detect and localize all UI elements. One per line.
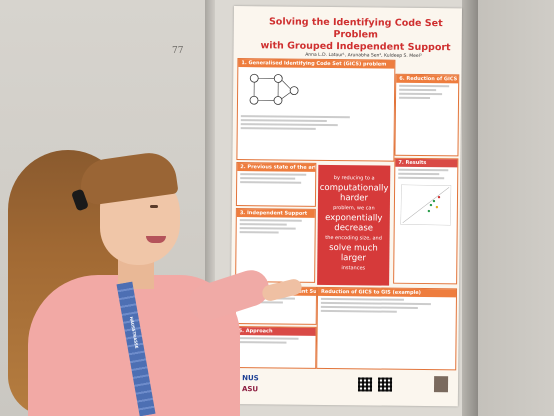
right-wall (478, 0, 554, 416)
message-line4: exponentially decrease (325, 212, 383, 234)
section-previous: 2. Previous state of the art (235, 162, 317, 207)
qr-code-1 (357, 377, 373, 392)
board-right-edge (462, 0, 478, 416)
poster-title-line1: Solving the Identifying Code Set Problem (268, 16, 443, 41)
section-example: Reduction of GICS to GIS (example) (316, 286, 458, 371)
message-line7: instances (341, 265, 366, 272)
poster-title-line2: with Grouped Independent Support (260, 40, 451, 54)
section-results: 7. Results (393, 157, 459, 285)
nus-logo: NUS (242, 374, 259, 383)
presenter-eye (150, 205, 158, 208)
poster-title: Solving the Identifying Code Set Problem… (256, 16, 456, 54)
section-previous-heading: 2. Previous state of the art (237, 163, 316, 172)
wall-scribble: 77 (172, 46, 184, 56)
message-line3: problem, we can (333, 205, 375, 212)
section-approach: 5. Approach (234, 326, 317, 369)
section-gics-heading: 1. Generalised Identifying Code Set (GIC… (238, 59, 395, 69)
research-poster: Solving the Identifying Code Set Problem… (229, 6, 462, 407)
asu-logo: ASU (241, 385, 259, 394)
section-reduction-heading: 6. Reduction of GICS to GIS (396, 74, 459, 84)
graph-diagram (249, 73, 299, 105)
message-line2: computationally harder (319, 182, 389, 204)
logo-row: NUS ASU (238, 374, 450, 398)
author-photo (433, 376, 449, 393)
section-gics: 1. Generalised Identifying Code Set (GIC… (236, 58, 396, 162)
section-reduction: 6. Reduction of GICS to GIS (394, 73, 460, 157)
results-plot (400, 184, 452, 226)
message-line5: the encoding size, and (325, 234, 382, 242)
key-message-box: by reducing to a computationally harder … (317, 164, 391, 286)
section-approach-heading: 5. Approach (235, 327, 316, 336)
message-line6: solve much larger (329, 243, 378, 264)
section-independent-support-heading: 3. Independent Support (236, 209, 315, 218)
presenter-smile (146, 236, 166, 243)
qr-code-2 (377, 377, 393, 392)
section-example-heading: Reduction of GICS to GIS (example) (317, 287, 457, 298)
section-results-heading: 7. Results (395, 158, 458, 168)
board-edge (205, 0, 215, 416)
message-line1: by reducing to a (333, 175, 375, 182)
